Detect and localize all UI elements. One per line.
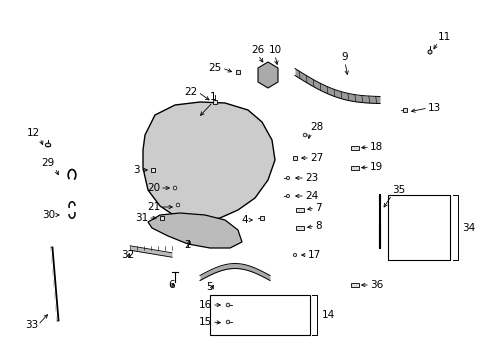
Text: 34: 34	[461, 223, 474, 233]
Text: 35: 35	[391, 185, 405, 195]
Text: 27: 27	[309, 153, 323, 163]
Bar	[350, 166, 358, 170]
Text: 25: 25	[208, 63, 222, 73]
Text: 22: 22	[184, 87, 198, 97]
Text: 14: 14	[321, 310, 335, 320]
Text: 7: 7	[314, 203, 321, 213]
Text: 26: 26	[251, 45, 264, 55]
Ellipse shape	[45, 143, 51, 147]
Bar	[235, 71, 240, 73]
Bar	[402, 108, 407, 112]
Bar	[387, 195, 449, 260]
Bar	[209, 295, 309, 335]
Bar	[150, 168, 155, 171]
Text: 13: 13	[427, 103, 440, 113]
Text: 11: 11	[437, 32, 450, 42]
Text: 23: 23	[305, 173, 318, 183]
Text: 18: 18	[369, 142, 383, 152]
Bar	[259, 216, 264, 220]
Bar	[296, 226, 303, 230]
Polygon shape	[148, 213, 242, 248]
Text: 16: 16	[198, 300, 212, 310]
Text: 15: 15	[198, 317, 212, 327]
Bar	[292, 157, 297, 159]
Text: 28: 28	[309, 122, 323, 132]
Text: 1: 1	[209, 92, 216, 102]
Text: 19: 19	[369, 162, 383, 172]
Text: 5: 5	[206, 282, 213, 292]
Bar	[350, 146, 358, 150]
Text: 12: 12	[27, 128, 40, 138]
Text: 8: 8	[314, 221, 321, 231]
Text: 20: 20	[146, 183, 160, 193]
Text: 24: 24	[305, 191, 318, 201]
Text: 9: 9	[341, 52, 347, 62]
Text: 30: 30	[42, 210, 55, 220]
Text: 21: 21	[146, 202, 160, 212]
Text: 3: 3	[133, 165, 140, 175]
Polygon shape	[142, 102, 274, 222]
Text: 4: 4	[241, 215, 247, 225]
Bar	[160, 216, 164, 220]
Text: 10: 10	[268, 45, 281, 55]
Bar	[350, 283, 358, 287]
Text: 31: 31	[135, 213, 148, 223]
Text: 33: 33	[25, 320, 38, 330]
Bar	[296, 208, 303, 212]
Text: 17: 17	[307, 250, 321, 260]
Text: 36: 36	[369, 280, 383, 290]
Polygon shape	[258, 62, 278, 88]
Text: 2: 2	[184, 240, 191, 250]
Text: 32: 32	[121, 250, 134, 260]
Bar	[212, 100, 217, 104]
Text: 29: 29	[41, 158, 55, 168]
Text: 6: 6	[168, 280, 175, 290]
